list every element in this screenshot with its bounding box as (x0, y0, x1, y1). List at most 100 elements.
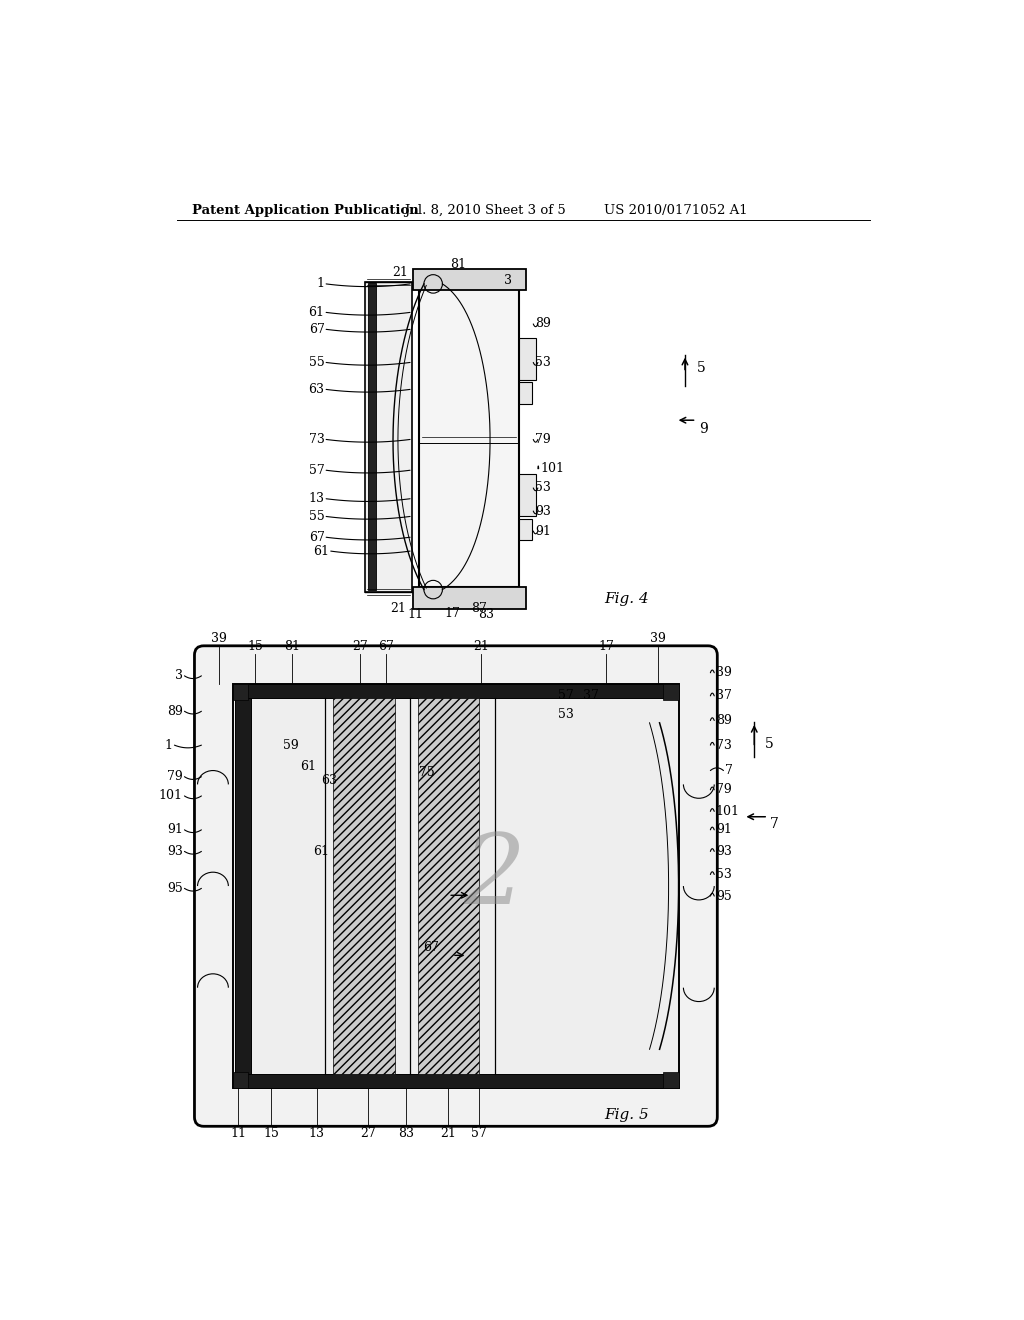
Text: Jul. 8, 2010: Jul. 8, 2010 (403, 205, 481, 218)
Text: 89: 89 (167, 705, 183, 718)
Text: 61: 61 (300, 760, 316, 774)
Text: 17: 17 (444, 607, 461, 620)
Text: Patent Application Publication: Patent Application Publication (193, 205, 419, 218)
Text: 7: 7 (725, 764, 733, 777)
Text: 7: 7 (770, 817, 778, 832)
Text: 59: 59 (283, 739, 299, 751)
Text: 91: 91 (167, 824, 183, 837)
Bar (418, 698, 479, 1074)
Text: 93: 93 (535, 504, 551, 517)
Text: 75: 75 (419, 767, 435, 779)
Text: 5: 5 (697, 360, 706, 375)
Bar (369, 284, 376, 590)
Bar (236, 684, 677, 698)
Text: 5: 5 (765, 737, 774, 751)
Text: 79: 79 (535, 433, 551, 446)
Text: 53: 53 (558, 708, 573, 721)
Bar (664, 1072, 679, 1088)
Text: 67: 67 (308, 323, 325, 335)
Text: 39: 39 (211, 632, 227, 645)
Bar (366, 281, 412, 591)
Bar (413, 587, 525, 609)
Text: 53: 53 (535, 482, 551, 495)
Text: 37: 37 (584, 689, 599, 702)
Bar (233, 684, 249, 700)
Text: 13: 13 (308, 492, 325, 506)
Text: 39: 39 (716, 667, 731, 680)
Bar (233, 1072, 249, 1088)
Bar (419, 286, 519, 587)
Text: 89: 89 (535, 317, 551, 330)
Bar (236, 698, 251, 1074)
Bar (519, 519, 531, 540)
Text: 95: 95 (716, 890, 731, 903)
Text: 11: 11 (230, 1127, 247, 1140)
Text: 91: 91 (535, 524, 551, 537)
Text: 21: 21 (440, 1127, 456, 1140)
Bar (236, 1074, 677, 1088)
Text: 53: 53 (716, 869, 731, 880)
Text: 57: 57 (309, 463, 325, 477)
Text: 39: 39 (650, 632, 666, 645)
Text: 81: 81 (450, 259, 466, 271)
Text: 21: 21 (392, 265, 408, 279)
Text: 63: 63 (308, 383, 325, 396)
Text: 73: 73 (716, 739, 731, 751)
Text: 9: 9 (698, 422, 708, 437)
Text: 27: 27 (359, 1127, 376, 1140)
Text: 67: 67 (308, 531, 325, 544)
Text: 3: 3 (175, 669, 183, 682)
Bar (413, 268, 525, 290)
Text: 15: 15 (263, 1127, 280, 1140)
Bar (664, 684, 679, 700)
Text: 63: 63 (322, 774, 338, 787)
Text: 57: 57 (558, 689, 573, 702)
Text: 13: 13 (309, 1127, 325, 1140)
Text: 101: 101 (541, 462, 564, 475)
Text: 83: 83 (478, 607, 495, 620)
Text: 53: 53 (535, 356, 551, 370)
Text: 27: 27 (352, 640, 368, 653)
Text: 15: 15 (248, 640, 263, 653)
Text: 73: 73 (308, 433, 325, 446)
Text: 55: 55 (309, 510, 325, 523)
Text: US 2010/0171052 A1: US 2010/0171052 A1 (604, 205, 748, 218)
Text: 83: 83 (398, 1127, 415, 1140)
Text: 79: 79 (716, 783, 731, 796)
Text: 37: 37 (716, 689, 731, 702)
Text: 61: 61 (313, 845, 330, 858)
Text: 61: 61 (308, 306, 325, 319)
Text: 1: 1 (316, 277, 325, 290)
Bar (519, 338, 537, 380)
Text: 93: 93 (167, 845, 183, 858)
Text: 95: 95 (167, 882, 183, 895)
Bar (519, 383, 531, 404)
Text: 89: 89 (716, 714, 731, 727)
Text: 21: 21 (390, 602, 407, 615)
Text: Sheet 3 of 5: Sheet 3 of 5 (484, 205, 565, 218)
Text: Fig. 4: Fig. 4 (604, 591, 649, 606)
Text: 67: 67 (378, 640, 394, 653)
Bar (333, 698, 394, 1074)
Text: 3: 3 (504, 273, 512, 286)
Bar (519, 474, 537, 516)
Text: 21: 21 (473, 640, 488, 653)
Bar (233, 684, 679, 1088)
Text: 17: 17 (598, 640, 614, 653)
Text: 57: 57 (471, 1127, 486, 1140)
Text: 11: 11 (408, 607, 424, 620)
Text: Fig. 5: Fig. 5 (604, 1107, 649, 1122)
Text: 2: 2 (464, 830, 525, 924)
Text: 81: 81 (285, 640, 300, 653)
Text: 93: 93 (716, 845, 731, 858)
Text: 67: 67 (423, 941, 439, 954)
Text: 101: 101 (716, 805, 739, 818)
Text: 91: 91 (716, 824, 731, 837)
Text: 61: 61 (313, 545, 330, 557)
Text: 55: 55 (309, 356, 325, 370)
Text: 1: 1 (165, 739, 173, 751)
Text: 87: 87 (471, 602, 486, 615)
Text: 101: 101 (159, 789, 183, 803)
FancyBboxPatch shape (195, 645, 717, 1126)
Text: 79: 79 (167, 770, 183, 783)
